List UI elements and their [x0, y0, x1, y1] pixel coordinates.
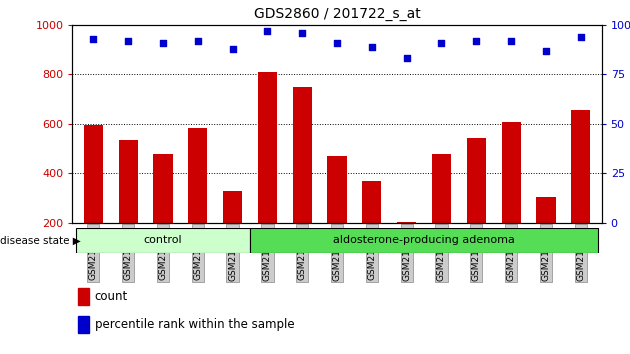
Bar [77, 288, 89, 305]
Text: count: count [94, 290, 128, 303]
Point [88, 36, 98, 41]
Bar [258, 72, 277, 273]
Bar [536, 197, 556, 273]
Point [367, 44, 377, 50]
Bar [84, 125, 103, 273]
Bar [250, 228, 598, 253]
Text: disease state ▶: disease state ▶ [0, 235, 81, 245]
Point [227, 46, 238, 51]
Bar [362, 181, 381, 273]
Bar [432, 154, 451, 273]
Bar [571, 110, 590, 273]
Text: percentile rank within the sample: percentile rank within the sample [94, 318, 294, 331]
Point [576, 34, 586, 40]
Point [471, 38, 481, 44]
Text: aldosterone-producing adenoma: aldosterone-producing adenoma [333, 235, 515, 245]
Point [332, 40, 342, 45]
Bar [397, 222, 416, 273]
Bar [501, 122, 521, 273]
Point [437, 40, 447, 45]
Point [506, 38, 516, 44]
Bar [293, 87, 312, 273]
Point [158, 40, 168, 45]
Title: GDS2860 / 201722_s_at: GDS2860 / 201722_s_at [254, 7, 420, 21]
Bar [328, 156, 347, 273]
Point [541, 48, 551, 53]
Bar [77, 316, 89, 333]
Text: control: control [144, 235, 182, 245]
Bar [223, 191, 242, 273]
Bar [188, 128, 207, 273]
Point [297, 30, 307, 35]
Bar [153, 154, 173, 273]
Bar [76, 228, 250, 253]
Bar [467, 137, 486, 273]
Point [123, 38, 133, 44]
Point [262, 28, 272, 34]
Bar [118, 140, 138, 273]
Point [402, 56, 412, 61]
Point [193, 38, 203, 44]
